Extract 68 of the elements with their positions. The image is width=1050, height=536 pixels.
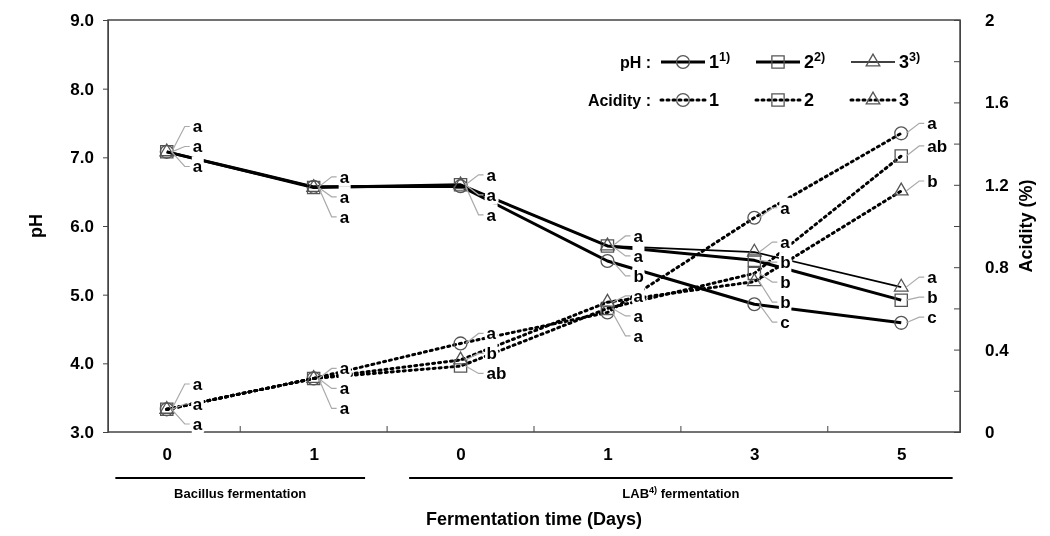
- y-tick-label: 6.0: [70, 216, 94, 236]
- y-tick-label: 8.0: [70, 79, 94, 99]
- data-label: a: [192, 374, 203, 394]
- data-label: a: [192, 157, 203, 177]
- data-label: a: [633, 286, 644, 306]
- text: LAB$^{4)}$ fermentation: [622, 485, 740, 501]
- x-tick-label: 1: [603, 445, 613, 465]
- data-label: a: [633, 246, 644, 266]
- data-label: b: [927, 171, 938, 191]
- y2-tick-label: 1.2: [985, 175, 1009, 195]
- data-label: ab: [927, 136, 948, 156]
- y2-tick-label: 2: [985, 10, 995, 30]
- data-label: a: [780, 233, 791, 253]
- data-label: a: [339, 379, 350, 399]
- data-label: a: [486, 185, 497, 205]
- legend-label: 2$^{2)}$: [804, 50, 826, 73]
- y2-tick-label: 0.8: [985, 258, 1009, 278]
- data-label: b: [780, 253, 791, 273]
- annotation: pH :: [619, 53, 651, 71]
- x-axis-title: Fermentation time (Days): [425, 509, 643, 529]
- annotation: Acidity :: [587, 91, 651, 109]
- data-label: a: [486, 205, 497, 225]
- data-label: a: [192, 414, 203, 434]
- y2-tick-label: 0.4: [985, 340, 1010, 360]
- text: Bacillus fermentation: [174, 486, 307, 501]
- y2-axis-title: Acidity (%): [1016, 179, 1036, 273]
- data-label: a: [339, 207, 350, 227]
- data-label: a: [633, 226, 644, 246]
- y-tick-label: 4.0: [70, 354, 94, 374]
- data-label: c: [780, 313, 790, 333]
- legend-label: 1: [709, 90, 720, 111]
- x-tick-label: 1: [309, 445, 319, 465]
- x-tick-label: 3: [750, 445, 760, 465]
- data-label: a: [780, 198, 791, 218]
- x-tick-label: 0: [162, 445, 172, 465]
- data-label: a: [633, 326, 644, 346]
- legend-label: 3: [899, 90, 910, 111]
- data-label: b: [486, 344, 497, 364]
- x-tick-label: 5: [897, 445, 907, 465]
- legend-label: 1$^{1)}$: [709, 50, 731, 73]
- legend-label: 3$^{3)}$: [899, 50, 921, 73]
- data-label: b: [633, 266, 644, 286]
- data-label: a: [339, 359, 350, 379]
- data-label: a: [486, 324, 497, 344]
- data-label: a: [927, 114, 938, 134]
- data-label: a: [633, 306, 644, 326]
- y-tick-label: 9.0: [70, 10, 94, 30]
- data-label: b: [780, 273, 791, 293]
- data-label: a: [192, 394, 203, 414]
- legend-label: 2: [804, 90, 815, 111]
- y-tick-label: 3.0: [70, 422, 94, 442]
- data-label: a: [339, 167, 350, 187]
- data-label: a: [339, 187, 350, 207]
- data-label: b: [927, 288, 938, 308]
- data-label: c: [927, 308, 937, 328]
- y2-tick-label: 0: [985, 422, 995, 442]
- data-label: b: [780, 293, 791, 313]
- data-label: a: [486, 165, 497, 185]
- x-tick-label: 0: [456, 445, 466, 465]
- y-tick-label: 7.0: [70, 148, 94, 168]
- data-label: a: [927, 268, 938, 288]
- data-label: a: [339, 399, 350, 419]
- data-label: a: [192, 137, 203, 157]
- y2-tick-label: 1.6: [985, 93, 1009, 113]
- data-label: ab: [486, 364, 507, 384]
- y-tick-label: 5.0: [70, 285, 94, 305]
- y-axis-title: pH: [26, 214, 46, 238]
- data-label: a: [192, 117, 203, 137]
